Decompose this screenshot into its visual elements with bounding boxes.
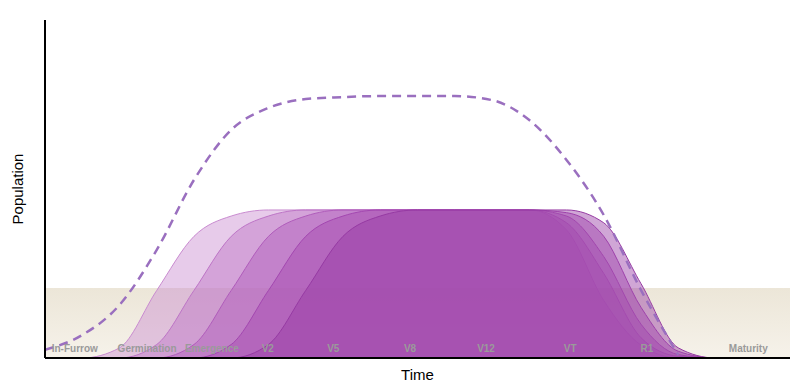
svg-text:VT: VT: [564, 343, 577, 354]
svg-text:Maturity: Maturity: [729, 343, 768, 354]
svg-text:V8: V8: [404, 343, 417, 354]
svg-text:Population: Population: [9, 154, 26, 225]
svg-text:R1: R1: [641, 343, 654, 354]
svg-text:Time: Time: [401, 366, 434, 383]
svg-text:In-Furrow: In-Furrow: [52, 343, 98, 354]
svg-text:V5: V5: [327, 343, 340, 354]
svg-text:V12: V12: [477, 343, 495, 354]
svg-text:Emergence: Emergence: [185, 343, 239, 354]
svg-text:Germination: Germination: [118, 343, 177, 354]
svg-text:V2: V2: [262, 343, 275, 354]
